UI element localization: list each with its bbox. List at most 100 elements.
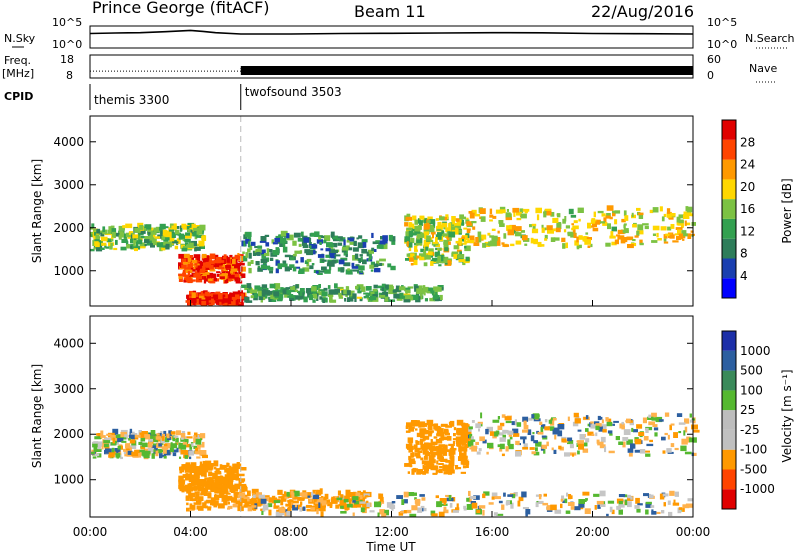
echo-cell	[194, 236, 198, 240]
echo-cell	[691, 452, 697, 456]
echo-cell	[607, 418, 612, 424]
echo-cell	[197, 266, 200, 273]
echo-cell	[676, 221, 679, 226]
echo-cell	[175, 437, 179, 443]
echo-cell	[361, 239, 368, 243]
echo-cell	[163, 430, 167, 437]
echo-cell	[147, 435, 154, 439]
echo-cell	[213, 264, 220, 268]
echo-cell	[453, 427, 457, 431]
echo-cell	[663, 213, 667, 217]
echo-cell	[546, 209, 552, 216]
echo-cell	[304, 260, 309, 264]
echo-cell	[310, 507, 315, 511]
echo-cell	[467, 240, 475, 244]
echo-cell	[204, 501, 207, 505]
power-colorbar-tick-label: 20	[740, 180, 755, 194]
echo-cell	[306, 492, 312, 498]
echo-cell	[247, 490, 251, 497]
echo-cell	[454, 222, 461, 226]
echo-cell	[332, 242, 338, 248]
echo-cell	[614, 219, 618, 225]
echo-cell	[535, 447, 538, 452]
echo-cell	[321, 266, 327, 271]
echo-cell	[409, 513, 417, 517]
echo-cell	[622, 437, 629, 441]
echo-cell	[415, 440, 418, 444]
echo-cell	[663, 241, 669, 244]
echo-cell	[593, 421, 600, 425]
echo-cell	[254, 246, 260, 249]
echo-cell	[359, 501, 366, 504]
power-colorbar-swatch	[722, 218, 736, 239]
echo-cell	[200, 463, 203, 468]
echo-cell	[191, 477, 197, 484]
echo-cell	[93, 446, 98, 452]
echo-cell	[133, 242, 136, 247]
echo-cell	[325, 248, 331, 252]
echo-cell	[621, 218, 626, 223]
freq-line	[90, 68, 693, 72]
echo-cell	[505, 420, 512, 424]
echo-cell	[503, 492, 506, 497]
echo-cell	[499, 443, 505, 450]
echo-cell	[226, 468, 232, 475]
echo-cell	[421, 497, 426, 501]
echo-cell	[337, 242, 343, 246]
echo-cell	[363, 295, 367, 299]
echo-cell	[387, 284, 394, 290]
echo-cell	[205, 261, 211, 268]
echo-cell	[510, 243, 515, 247]
echo-cell	[624, 499, 628, 506]
echo-cell	[214, 484, 219, 488]
echo-cell	[506, 225, 512, 231]
echo-cell	[294, 504, 298, 508]
echo-cell	[499, 447, 503, 452]
echo-cell	[235, 478, 241, 481]
echo-cell	[651, 511, 657, 515]
echo-cell	[551, 419, 555, 422]
echo-cell	[546, 225, 553, 231]
echo-cell	[343, 289, 350, 295]
echo-cell	[540, 424, 546, 429]
echo-cell	[351, 502, 358, 508]
echo-cell	[366, 500, 369, 505]
echo-cell	[218, 484, 226, 489]
echo-cell	[210, 486, 217, 491]
echo-cell	[318, 284, 321, 289]
echo-cell	[382, 291, 389, 297]
echo-cell	[221, 260, 225, 263]
echo-cell	[348, 498, 353, 505]
echo-cell	[411, 505, 418, 511]
echo-cell	[662, 493, 669, 497]
echo-cell	[181, 481, 185, 486]
echo-cell	[153, 449, 156, 453]
echo-cell	[570, 214, 577, 218]
echo-cell	[567, 232, 573, 235]
echo-cell	[293, 490, 300, 497]
echo-cell	[502, 244, 510, 247]
echo-cell	[337, 236, 343, 241]
echo-cell	[253, 293, 258, 298]
echo-cell	[113, 247, 118, 251]
echo-cell	[115, 449, 121, 452]
echo-cell	[634, 505, 640, 509]
echo-cell	[669, 234, 675, 239]
echo-cell	[280, 230, 288, 237]
velocity-colorbar-tick-label: 1000	[740, 344, 771, 358]
echo-cell	[319, 488, 323, 495]
echo-cell	[208, 260, 215, 264]
echo-cell	[602, 429, 607, 433]
echo-cell	[436, 228, 442, 231]
echo-cell	[226, 276, 234, 282]
echo-cell	[204, 506, 212, 509]
echo-cell	[206, 466, 213, 471]
echo-cell	[354, 298, 357, 302]
echo-cell	[600, 436, 606, 443]
echo-cell	[419, 428, 427, 435]
echo-cell	[411, 294, 419, 301]
echo-cell	[467, 436, 471, 441]
nsky-tick-bottom: 10^0	[52, 38, 82, 51]
freq-tick-bottom: 8	[66, 69, 73, 82]
echo-cell	[564, 216, 567, 222]
